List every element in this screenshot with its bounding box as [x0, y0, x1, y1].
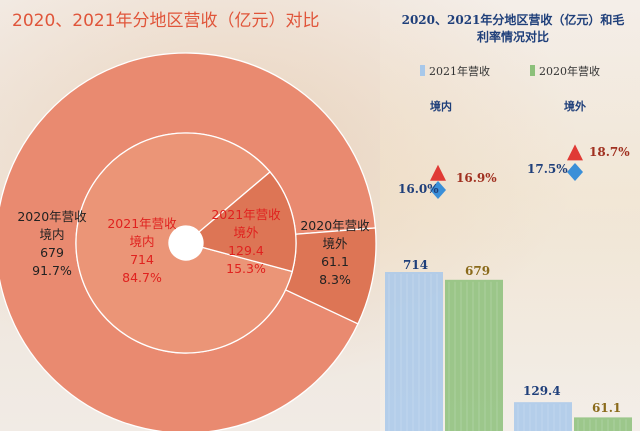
donut-hole — [169, 226, 203, 260]
right-chart-title-line2: 利率情况对比 — [476, 30, 549, 44]
margin-2021-overseas: 18.7% — [589, 145, 630, 159]
margin-2020-domestic: 16.0% — [398, 182, 439, 196]
donut-label-2020-overseas: 2020年营收境外 61.1 8.3% — [300, 218, 370, 287]
legend-item-2021: 2021年营收 — [420, 63, 490, 79]
margin-marker-2020-overseas — [567, 163, 583, 181]
legend-swatch-2021 — [420, 65, 425, 76]
margin-marker-2021-domestic — [430, 164, 446, 181]
donut-label-2021-domestic: 2021年营收境内 714 84.7% — [107, 216, 177, 285]
margin-marker-2021-overseas — [567, 144, 583, 161]
donut-label-2021-overseas: 2021年营收境外 129.4 15.3% — [211, 207, 281, 276]
bar-2020-domestic — [445, 279, 503, 431]
category-label-overseas: 境外 — [564, 100, 586, 113]
right-chart-title-line1: 2020、2021年分地区营收（亿元）和毛 — [401, 13, 625, 27]
left-chart-title: 2020、2021年分地区营收（亿元）对比 — [12, 11, 320, 31]
bar-label-2020-overseas: 61.1 — [592, 401, 622, 415]
legend-label-2020: 2020年营收 — [539, 65, 600, 78]
bar-label-2021-overseas: 129.4 — [523, 384, 561, 398]
right-chart-title: 2020、2021年分地区营收（亿元）和毛 利率情况对比 — [388, 12, 638, 46]
margin-2021-domestic: 16.9% — [456, 171, 497, 185]
bar-2020-overseas — [574, 417, 632, 431]
bar-label-2020-domestic: 679 — [465, 264, 491, 278]
donut-label-2020-domestic: 2020年营收境内 679 91.7% — [17, 209, 87, 278]
legend-label-2021: 2021年营收 — [429, 65, 490, 78]
legend-swatch-2020 — [530, 65, 535, 76]
bar-2021-domestic — [385, 272, 443, 431]
margin-marker-2020-domestic — [430, 181, 446, 199]
legend-item-2020: 2020年营收 — [530, 63, 600, 79]
margin-2020-overseas: 17.5% — [527, 162, 568, 176]
category-label-domestic: 境内 — [430, 100, 452, 113]
bar-label-2021-domestic: 714 — [403, 258, 429, 272]
bar-2021-overseas — [514, 402, 572, 431]
